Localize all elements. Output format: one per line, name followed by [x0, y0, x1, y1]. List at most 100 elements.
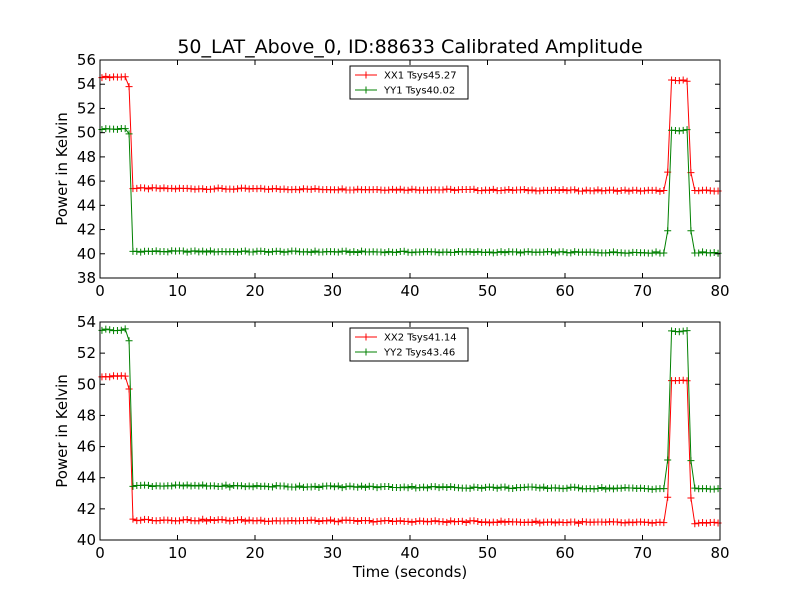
- data-point: [392, 248, 400, 256]
- data-point: [121, 372, 129, 380]
- data-point: [571, 248, 579, 256]
- data-point: [113, 372, 121, 380]
- legend-entry-label: YY1 Tsys40.02: [383, 86, 455, 97]
- data-point: [466, 248, 474, 256]
- data-point: [144, 185, 152, 193]
- data-point: [470, 248, 478, 256]
- data-point: [520, 186, 528, 193]
- data-point: [342, 247, 350, 255]
- data-point: [245, 516, 253, 524]
- data-point: [307, 483, 315, 491]
- data-point: [470, 517, 478, 525]
- data-point: [683, 77, 691, 85]
- data-point: [350, 248, 358, 256]
- data-point: [346, 482, 354, 490]
- data-point: [648, 249, 656, 257]
- data-point: [633, 186, 641, 194]
- data-point: [532, 483, 540, 491]
- data-point: [439, 483, 447, 491]
- chart-title: 50_LAT_Above_0, ID:88633 Calibrated Ampl…: [177, 36, 642, 58]
- data-point: [125, 83, 133, 91]
- y-tick-label: 48: [77, 406, 96, 424]
- data-point: [551, 249, 559, 257]
- data-point: [609, 186, 617, 194]
- data-point: [431, 517, 439, 525]
- data-point: [482, 518, 490, 526]
- data-point: [524, 187, 532, 195]
- data-point: [691, 520, 699, 528]
- data-point: [234, 248, 242, 256]
- data-point: [485, 248, 493, 256]
- data-point: [137, 516, 145, 524]
- data-point: [524, 248, 532, 256]
- data-point: [327, 482, 335, 490]
- data-point: [435, 484, 443, 492]
- data-point: [346, 248, 354, 256]
- data-point: [602, 518, 610, 526]
- data-point: [210, 185, 218, 193]
- data-point: [493, 248, 501, 256]
- data-point: [121, 325, 129, 333]
- data-point: [249, 248, 257, 256]
- x-tick-label: 50: [478, 282, 497, 300]
- data-point: [199, 247, 207, 255]
- data-point: [195, 517, 203, 525]
- data-point: [679, 126, 687, 134]
- data-point: [536, 187, 544, 195]
- data-point: [315, 518, 323, 526]
- data-point: [385, 516, 393, 524]
- data-point: [625, 249, 633, 257]
- data-point: [272, 185, 280, 193]
- data-point: [563, 484, 571, 492]
- series-markers-xx1: [98, 72, 722, 195]
- data-point: [536, 484, 544, 492]
- data-point: [385, 186, 393, 194]
- data-point: [485, 186, 493, 194]
- x-tick-label: 0: [95, 282, 105, 300]
- data-point: [489, 185, 497, 193]
- data-point: [253, 517, 261, 525]
- data-point: [392, 186, 400, 194]
- legend-entry-label: XX1 Tsys45.27: [384, 71, 457, 82]
- data-point: [505, 517, 513, 525]
- y-tick-label: 42: [77, 500, 96, 518]
- data-point: [420, 517, 428, 525]
- data-point: [431, 248, 439, 256]
- y-tick-label: 42: [77, 221, 96, 239]
- data-point: [687, 457, 695, 465]
- data-point: [237, 482, 245, 490]
- data-point: [656, 187, 664, 195]
- data-point: [330, 483, 338, 491]
- data-point: [660, 249, 668, 257]
- data-point: [474, 248, 482, 256]
- data-point: [412, 186, 420, 194]
- data-point: [396, 517, 404, 525]
- data-point: [474, 518, 482, 526]
- y-axis-label: Power in Kelvin: [53, 374, 71, 488]
- x-tick-label: 30: [323, 544, 342, 562]
- data-point: [280, 185, 288, 193]
- data-point: [222, 481, 230, 489]
- data-point: [276, 247, 284, 255]
- data-point: [334, 518, 342, 526]
- data-point: [230, 517, 238, 525]
- data-point: [598, 484, 606, 491]
- data-point: [695, 249, 703, 257]
- data-point: [602, 485, 610, 493]
- data-point: [152, 247, 160, 255]
- data-point: [648, 485, 656, 493]
- data-point: [249, 483, 257, 491]
- data-point: [117, 326, 125, 334]
- data-point: [113, 125, 121, 133]
- data-point: [218, 482, 226, 490]
- data-point: [505, 186, 513, 194]
- data-point: [203, 248, 211, 256]
- data-point: [102, 325, 110, 333]
- data-point: [427, 517, 435, 525]
- data-point: [652, 186, 660, 194]
- data-point: [377, 248, 385, 256]
- x-tick-label: 10: [168, 544, 187, 562]
- data-point: [160, 184, 168, 192]
- data-point: [559, 186, 567, 194]
